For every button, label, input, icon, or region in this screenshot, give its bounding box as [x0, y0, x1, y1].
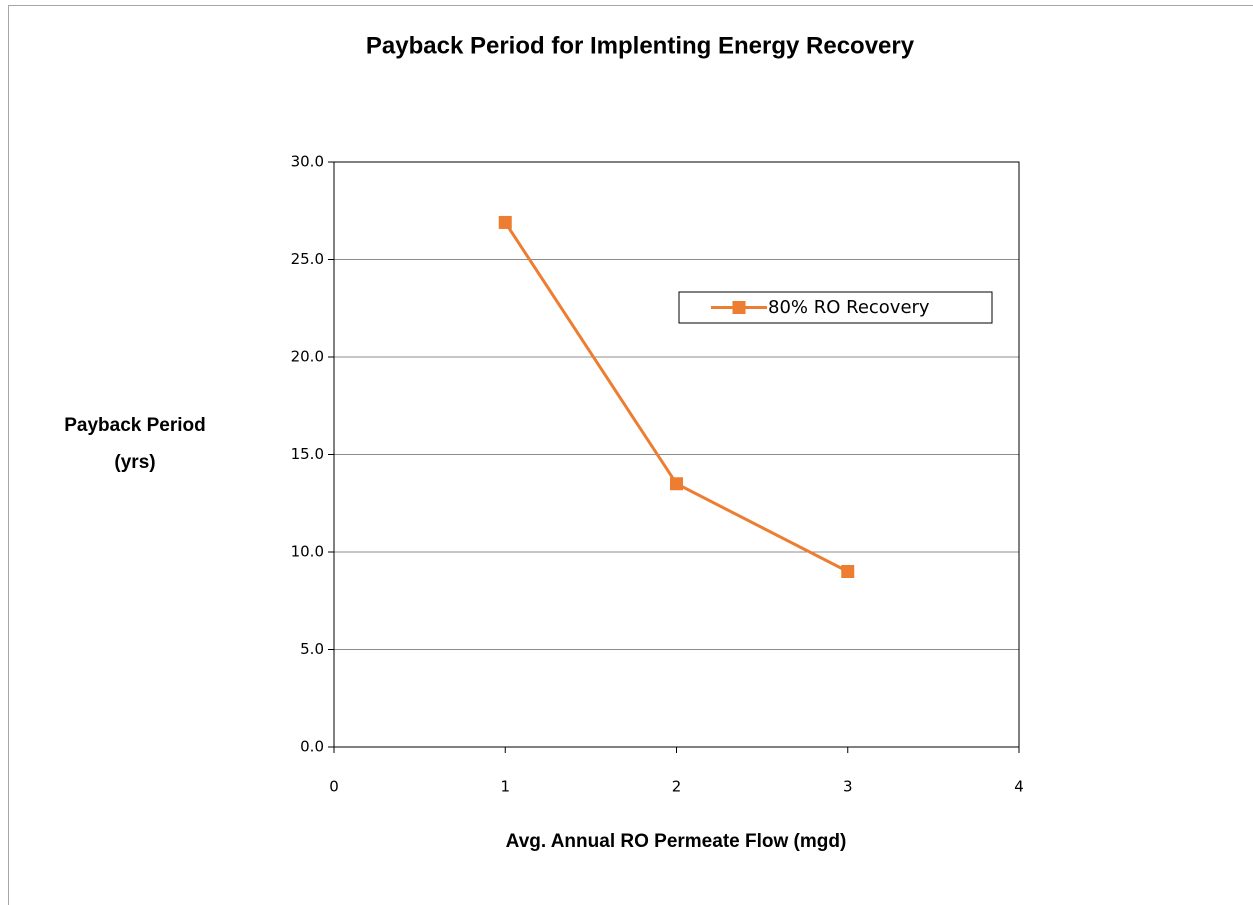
x-tick-label: 2 — [672, 778, 682, 796]
legend-marker — [732, 301, 746, 314]
chart-title: Payback Period for Implenting Energy Rec… — [366, 32, 915, 59]
x-tick-label: 0 — [329, 778, 339, 796]
series-line — [503, 221, 849, 573]
marker — [841, 565, 855, 578]
y-axis-label: (yrs) — [114, 452, 155, 473]
y-tick-label: 30.0 — [291, 153, 324, 171]
marker — [498, 215, 512, 229]
chart-frame — [8, 5, 1253, 905]
y-tick-label: 25.0 — [291, 250, 324, 268]
x-tick-label: 4 — [1014, 778, 1024, 796]
x-axis-label: Avg. Annual RO Permeate Flow (mgd) — [506, 831, 847, 852]
plot-area — [333, 161, 1020, 748]
y-axis-label: Payback Period — [64, 415, 206, 436]
x-tick-label: 1 — [500, 778, 510, 796]
x-tick-label: 3 — [843, 778, 853, 796]
y-tick-label: 0.0 — [300, 738, 324, 756]
y-tick-label: 10.0 — [291, 543, 324, 561]
legend-label: 80% RO Recovery — [768, 297, 930, 318]
y-tick-label: 20.0 — [291, 348, 324, 366]
y-tick-label: 15.0 — [291, 445, 324, 463]
marker — [670, 477, 683, 491]
y-tick-label: 5.0 — [300, 640, 324, 658]
